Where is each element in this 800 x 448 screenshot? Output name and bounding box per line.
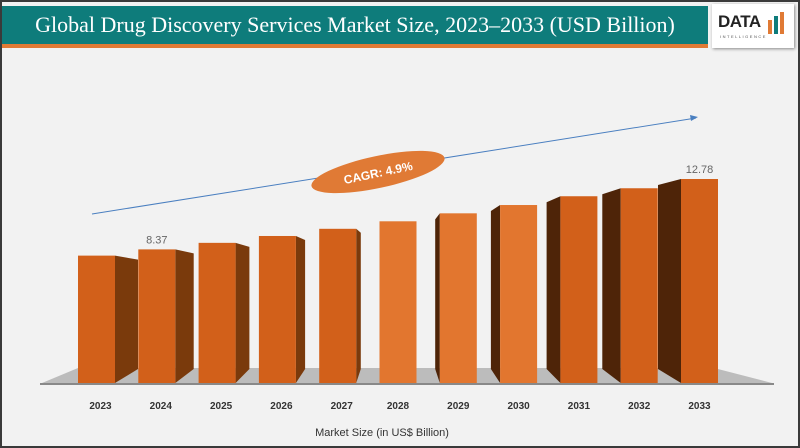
bar-side-2030	[490, 205, 501, 383]
x-tick-label: 2033	[688, 401, 711, 412]
bar-side-2026	[295, 235, 306, 383]
x-tick-label: 2027	[331, 401, 354, 412]
bar-side-2025	[235, 242, 250, 383]
logo-text: DATA	[718, 12, 761, 31]
bar-2029	[439, 213, 477, 383]
bar-2030	[500, 205, 538, 383]
logo-bars-icon	[768, 12, 784, 34]
bar-side-2023	[115, 255, 138, 383]
cagr-bubble	[311, 150, 445, 194]
data-label: 8.37	[146, 234, 167, 246]
x-tick-label: 2030	[507, 401, 530, 412]
bar-2025	[198, 242, 236, 383]
bar-2024	[138, 249, 176, 383]
bar-side-2027	[356, 228, 361, 383]
bar-2028	[379, 221, 417, 383]
x-tick-label: 2031	[568, 401, 591, 412]
bar-side-2033	[658, 179, 681, 383]
data-label: 12.78	[686, 164, 714, 176]
bar-side-2032	[602, 188, 621, 383]
logo: DATA INTELLIGENCE	[712, 4, 794, 48]
x-tick-label: 2029	[447, 401, 470, 412]
bar-2026	[258, 235, 296, 383]
x-tick-label: 2028	[387, 401, 410, 412]
x-tick-label: 2023	[89, 401, 112, 412]
bar-side-2031	[546, 196, 561, 383]
chart-title: Global Drug Discovery Services Market Si…	[35, 12, 675, 37]
bar-2033	[681, 179, 718, 383]
header-bar: Global Drug Discovery Services Market Si…	[2, 6, 708, 48]
x-tick-label: 2024	[150, 401, 173, 412]
cagr-arrowhead	[690, 115, 698, 121]
x-axis-label: Market Size (in US$ Billion)	[315, 427, 449, 439]
bar-2027	[319, 228, 357, 383]
bar-side-2029	[435, 213, 440, 383]
bar-side-2024	[175, 249, 194, 383]
bar-2031	[560, 196, 598, 383]
bar-2023	[78, 255, 115, 383]
logo-subtext: INTELLIGENCE	[720, 34, 767, 39]
x-tick-label: 2026	[270, 401, 293, 412]
x-tick-label: 2025	[210, 401, 233, 412]
x-tick-label: 2032	[628, 401, 651, 412]
bar-2032	[620, 188, 658, 383]
